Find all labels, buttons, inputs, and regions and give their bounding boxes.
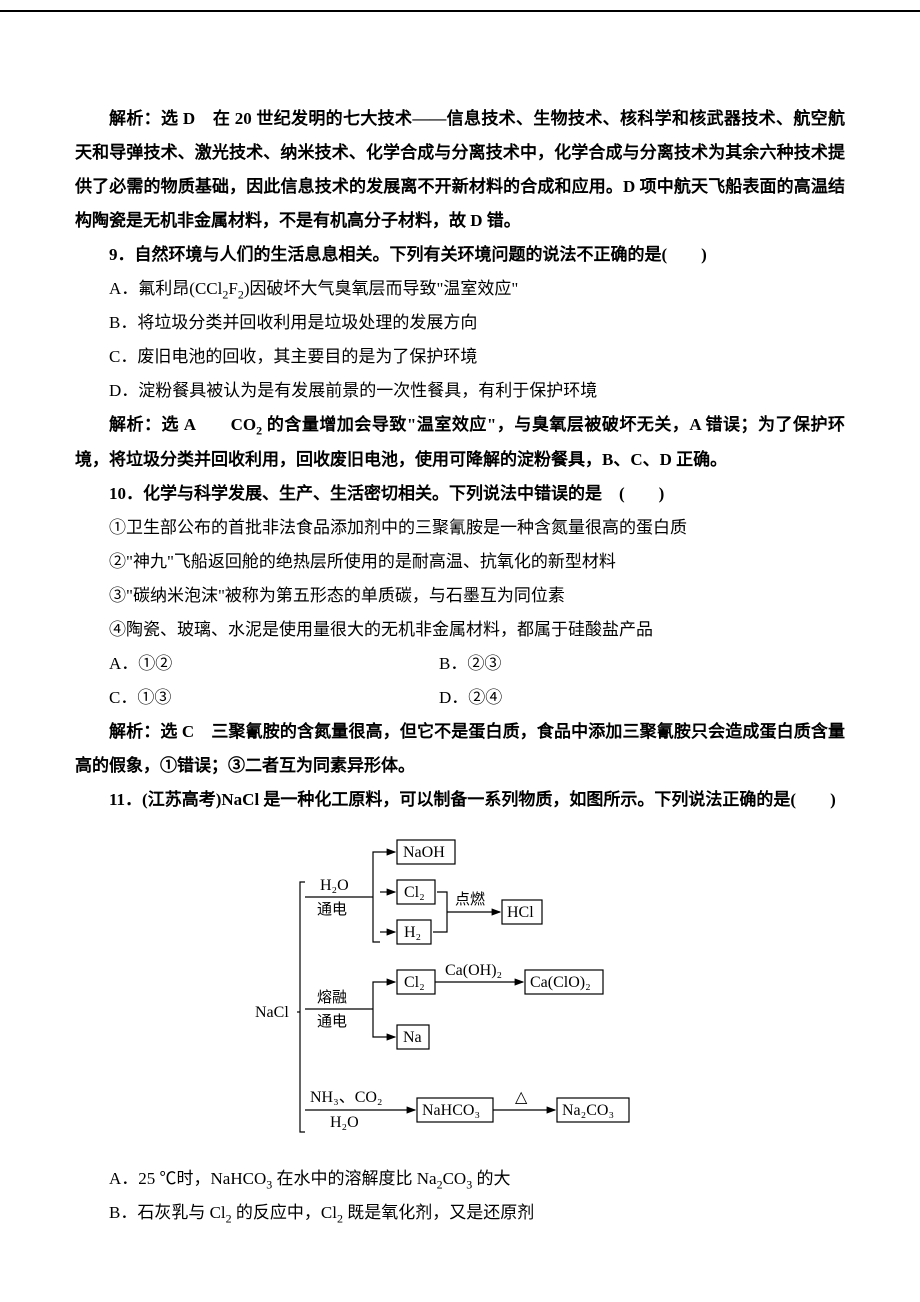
diagram-tongdian-1: 通电	[317, 901, 347, 918]
diagram-triangle: △	[515, 1089, 528, 1106]
q11-opt-b: B．石灰乳与 Cl2 的反应中，Cl2 既是氧化剂，又是还原剂	[75, 1196, 845, 1230]
diagram-cl2-1: Cl₂	[404, 884, 425, 901]
diagram-na2co3: Na₂CO₃	[562, 1102, 614, 1119]
q10-opts-cd: C．①③ D．②④	[75, 681, 845, 715]
q10-opts-ab: A．①② B．②③	[75, 647, 845, 681]
q11-a-pre: A．25 ℃时，NaHCO	[109, 1169, 266, 1188]
q11-opt-a: A．25 ℃时，NaHCO3 在水中的溶解度比 Na2CO3 的大	[75, 1162, 845, 1196]
diagram-hcl: HCl	[507, 904, 534, 921]
diagram-na: Na	[403, 1029, 422, 1046]
q9-ans-prefix: 解析：选 A	[109, 415, 231, 434]
q10-answer: 解析：选 C 三聚氰胺的含氮量很高，但它不是蛋白质，食品中添加三聚氰胺只会造成蛋…	[75, 715, 845, 783]
q10-opt-b: B．②③	[439, 647, 845, 681]
q11-stem-bold: 江苏高考	[148, 790, 216, 809]
q10-opt-d: D．②④	[439, 681, 845, 715]
q9-answer: 解析：选 A CO2 的含量增加会导致"温室效应"，与臭氧层被破坏无关，A 错误…	[75, 408, 845, 476]
diagram-h2o-1: H₂O	[320, 877, 349, 894]
q10-s2: ②"神九"飞船返回舱的绝热层所使用的是耐高温、抗氧化的新型材料	[75, 545, 845, 579]
q10-s1: ①卫生部公布的首批非法食品添加剂中的三聚氰胺是一种含氮量很高的蛋白质	[75, 511, 845, 545]
q11-b-post: 既是氧化剂，又是还原剂	[343, 1203, 534, 1222]
q11-stem: 11．(江苏高考)NaCl 是一种化工原料，可以制备一系列物质，如图所示。下列说…	[75, 783, 845, 817]
q11-stem-post: )NaCl 是一种化工原料，可以制备一系列物质，如图所示。下列说法正确的是( )	[216, 790, 836, 809]
q10-s3: ③"碳纳米泡沫"被称为第五形态的单质碳，与石墨互为同位素	[75, 579, 845, 613]
q10-ans-prefix: 解析：选 C	[109, 722, 211, 741]
q9-stem-text: 9．自然环境与人们的生活息息相关。下列有关环境问题的说法不正确的是( )	[109, 245, 707, 264]
q11-stem-pre: 11．(	[109, 790, 148, 809]
q8-answer: 解析：选 D 在 20 世纪发明的七大技术——信息技术、生物技术、核科学和核武器…	[75, 102, 845, 238]
q11-a-post: 的大	[472, 1169, 510, 1188]
q9-a-pre: A．氟利昂(CCl	[109, 279, 222, 298]
q9-a-mid: F	[228, 279, 237, 298]
q9-opt-c: C．废旧电池的回收，其主要目的是为了保护环境	[75, 340, 845, 374]
q9-opt-d: D．淀粉餐具被认为是有发展前景的一次性餐具，有利于保护环境	[75, 374, 845, 408]
q11-a-mid: 在水中的溶解度比 Na	[272, 1169, 436, 1188]
diagram-rongron: 熔融	[317, 989, 347, 1006]
q11-b-pre: B．石灰乳与 Cl	[109, 1203, 226, 1222]
diagram-h2-1: H₂	[404, 924, 421, 941]
q10-opt-a: A．①②	[75, 647, 439, 681]
q9-opt-b: B．将垃圾分类并回收利用是垃圾处理的发展方向	[75, 306, 845, 340]
q9-ans-pre: CO	[231, 415, 257, 434]
diagram-naoh: NaOH	[403, 844, 445, 861]
q10-opt-c: C．①③	[75, 681, 439, 715]
q9-a-post: )因破坏大气臭氧层而导致"温室效应"	[244, 279, 519, 298]
q10-s4: ④陶瓷、玻璃、水泥是使用量很大的无机非金属材料，都属于硅酸盐产品	[75, 613, 845, 647]
diagram-caclo2: Ca(ClO)₂	[530, 974, 591, 991]
q11-b-mid: 的反应中，Cl	[232, 1203, 337, 1222]
diagram-caoh2: Ca(OH)₂	[445, 962, 502, 979]
diagram-dianran: 点燃	[455, 890, 485, 908]
diagram-h2o-2: H₂O	[330, 1114, 359, 1131]
q11-a-mid2: CO	[443, 1169, 467, 1188]
diagram-svg: NaCl H₂O 通电 NaOH Cl₂ H₂	[255, 832, 695, 1142]
q9-opt-a: A．氟利昂(CCl2F2)因破坏大气臭氧层而导致"温室效应"	[75, 272, 845, 306]
diagram-nh3co2: NH₃、CO₂	[310, 1089, 383, 1106]
q10-stem-text: 10．化学与科学发展、生产、生活密切相关。下列说法中错误的是 ( )	[109, 484, 664, 503]
q8-ans-prefix: 解析：选 D	[109, 109, 213, 128]
diagram-nahco3: NaHCO₃	[422, 1102, 480, 1119]
q10-stem: 10．化学与科学发展、生产、生活密切相关。下列说法中错误的是 ( )	[75, 477, 845, 511]
q9-stem: 9．自然环境与人们的生活息息相关。下列有关环境问题的说法不正确的是( )	[75, 238, 845, 272]
diagram-cl2-2: Cl₂	[404, 974, 425, 991]
diagram-nacl: NaCl	[255, 1004, 289, 1021]
diagram-tongdian-2: 通电	[317, 1013, 347, 1030]
q11-diagram: NaCl H₂O 通电 NaOH Cl₂ H₂	[255, 832, 695, 1147]
